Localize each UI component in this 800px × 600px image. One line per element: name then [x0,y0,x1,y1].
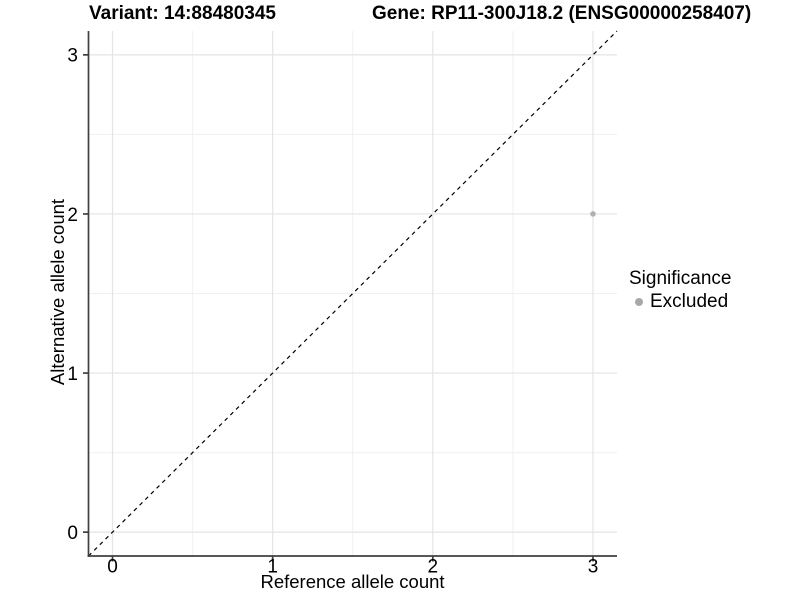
x-tick-label: 2 [428,557,439,578]
x-axis-label: Reference allele count [260,571,445,592]
data-point [590,211,596,217]
y-tick-label: 1 [67,364,78,385]
x-tick-label: 3 [588,557,599,578]
y-axis-label: Alternative allele count [47,198,68,386]
y-tick-label: 3 [67,46,78,67]
x-tick-label: 0 [107,557,118,578]
legend-title: Significance [629,268,732,289]
y-tick-label: 2 [67,205,78,226]
gene-title: Gene: RP11-300J18.2 (ENSG00000258407) [372,3,752,24]
excluded-point-icon [635,298,643,306]
legend-item-excluded: Excluded [629,291,731,313]
legend: Significance Excluded [629,268,731,313]
x-tick-label: 1 [267,557,278,578]
legend-item-label: Excluded [650,291,729,312]
y-tick-label: 0 [67,523,78,544]
variant-title: Variant: 14:88480345 [89,3,276,24]
